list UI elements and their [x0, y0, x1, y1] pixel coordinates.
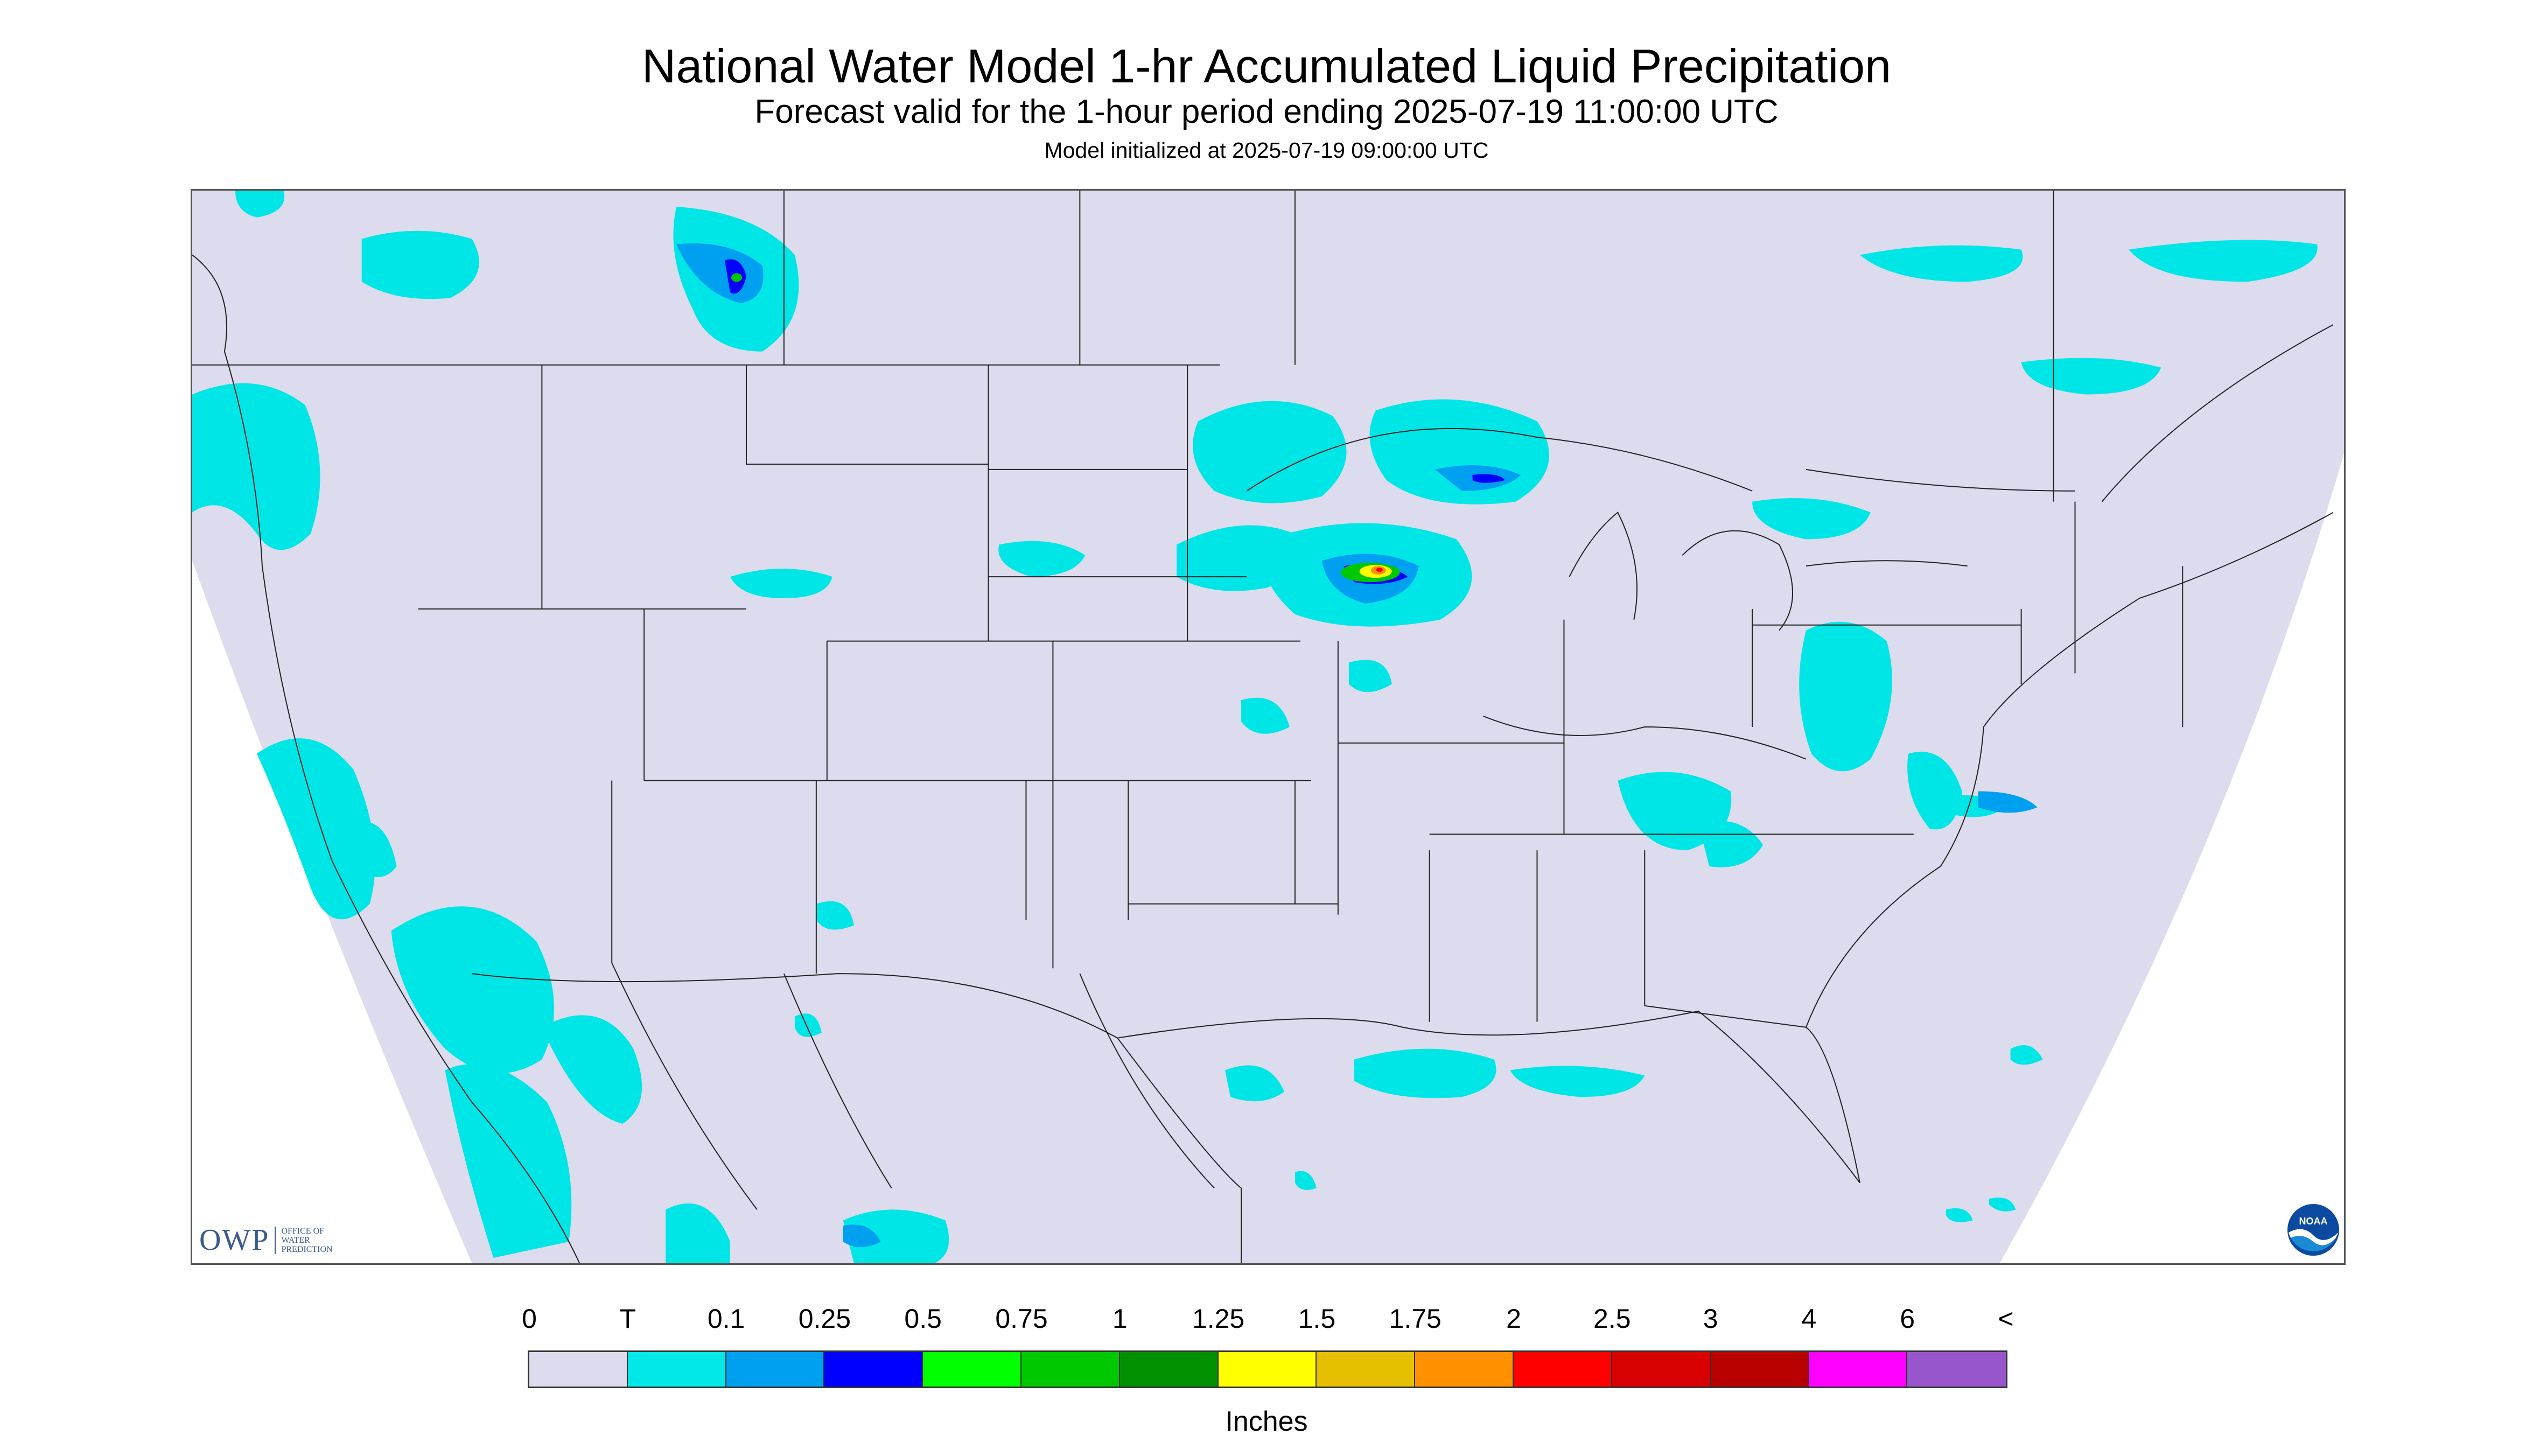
- legend-tick-label: <: [1998, 1304, 2014, 1334]
- noaa-logo-text: NOAA: [2299, 1216, 2328, 1227]
- legend-tick-labels: 0 T 0.1 0.25 0.5 0.75 1 1.25 1.5 1.75 2 2.5 3 4 6 <: [0, 1303, 2533, 1341]
- precipitation-map: [191, 189, 2346, 1265]
- legend-swatch: [1415, 1352, 1514, 1387]
- legend-swatch: [923, 1352, 1021, 1387]
- legend-color-bar: [528, 1350, 2007, 1388]
- legend-swatch: [1119, 1352, 1219, 1387]
- owp-subtext-line-3: PREDICTION: [281, 1244, 333, 1254]
- legend-tick-label: 1: [1112, 1304, 1128, 1334]
- legend-swatch: [726, 1352, 825, 1387]
- legend-tick-label: 0.5: [904, 1304, 942, 1334]
- noaa-logo: NOAA: [2287, 1204, 2339, 1256]
- legend-tick-label: 2: [1506, 1304, 1521, 1334]
- owp-logo-subtext: OFFICE OF WATER PREDICTION: [275, 1226, 333, 1254]
- legend-swatch: [529, 1352, 628, 1387]
- legend-tick-label: 1.5: [1298, 1304, 1336, 1334]
- owp-logo-text: OWP: [199, 1223, 270, 1257]
- legend-tick-label: 1.25: [1192, 1304, 1245, 1334]
- precip-heavy-cell: [731, 273, 1400, 583]
- owp-subtext-line-1: OFFICE OF: [281, 1226, 325, 1236]
- legend-tick-label: 0.1: [707, 1304, 745, 1334]
- legend-swatch: [1612, 1352, 1711, 1387]
- model-init-time: Model initialized at 2025-07-19 09:00:00…: [1044, 138, 1489, 163]
- legend-swatch: [1021, 1352, 1120, 1387]
- map-title: National Water Model 1-hr Accumulated Li…: [641, 39, 1892, 93]
- boundary-lines: [192, 191, 2334, 1263]
- legend-tick-label: 1.75: [1389, 1304, 1442, 1334]
- legend-tick-label: 3: [1703, 1304, 1718, 1334]
- legend-swatch: [627, 1352, 726, 1387]
- legend-tick-label: 0.75: [995, 1304, 1048, 1334]
- legend-tick-label: 0.25: [798, 1304, 851, 1334]
- legend-tick-label: 2.5: [1593, 1304, 1631, 1334]
- legend-swatch: [1809, 1352, 1908, 1387]
- legend-tick-label: T: [619, 1304, 636, 1334]
- legend-units-label: Inches: [1225, 1406, 1308, 1437]
- legend-swatch: [1710, 1352, 1809, 1387]
- legend-tick-label: 6: [1900, 1304, 1915, 1334]
- legend-tick-label: 0: [522, 1304, 537, 1334]
- legend-swatch: [1317, 1352, 1416, 1387]
- map-canvas: [192, 191, 2344, 1263]
- legend-swatch: [1513, 1352, 1612, 1387]
- owp-subtext-line-2: WATER: [281, 1235, 310, 1245]
- legend-swatch: [824, 1352, 923, 1387]
- map-subtitle: Forecast valid for the 1-hour period end…: [754, 93, 1779, 130]
- owp-logo: OWP OFFICE OF WATER PREDICTION: [199, 1221, 333, 1259]
- legend-swatch: [1218, 1352, 1317, 1387]
- legend-tick-label: 4: [1801, 1304, 1817, 1334]
- legend-swatch: [1907, 1352, 2006, 1387]
